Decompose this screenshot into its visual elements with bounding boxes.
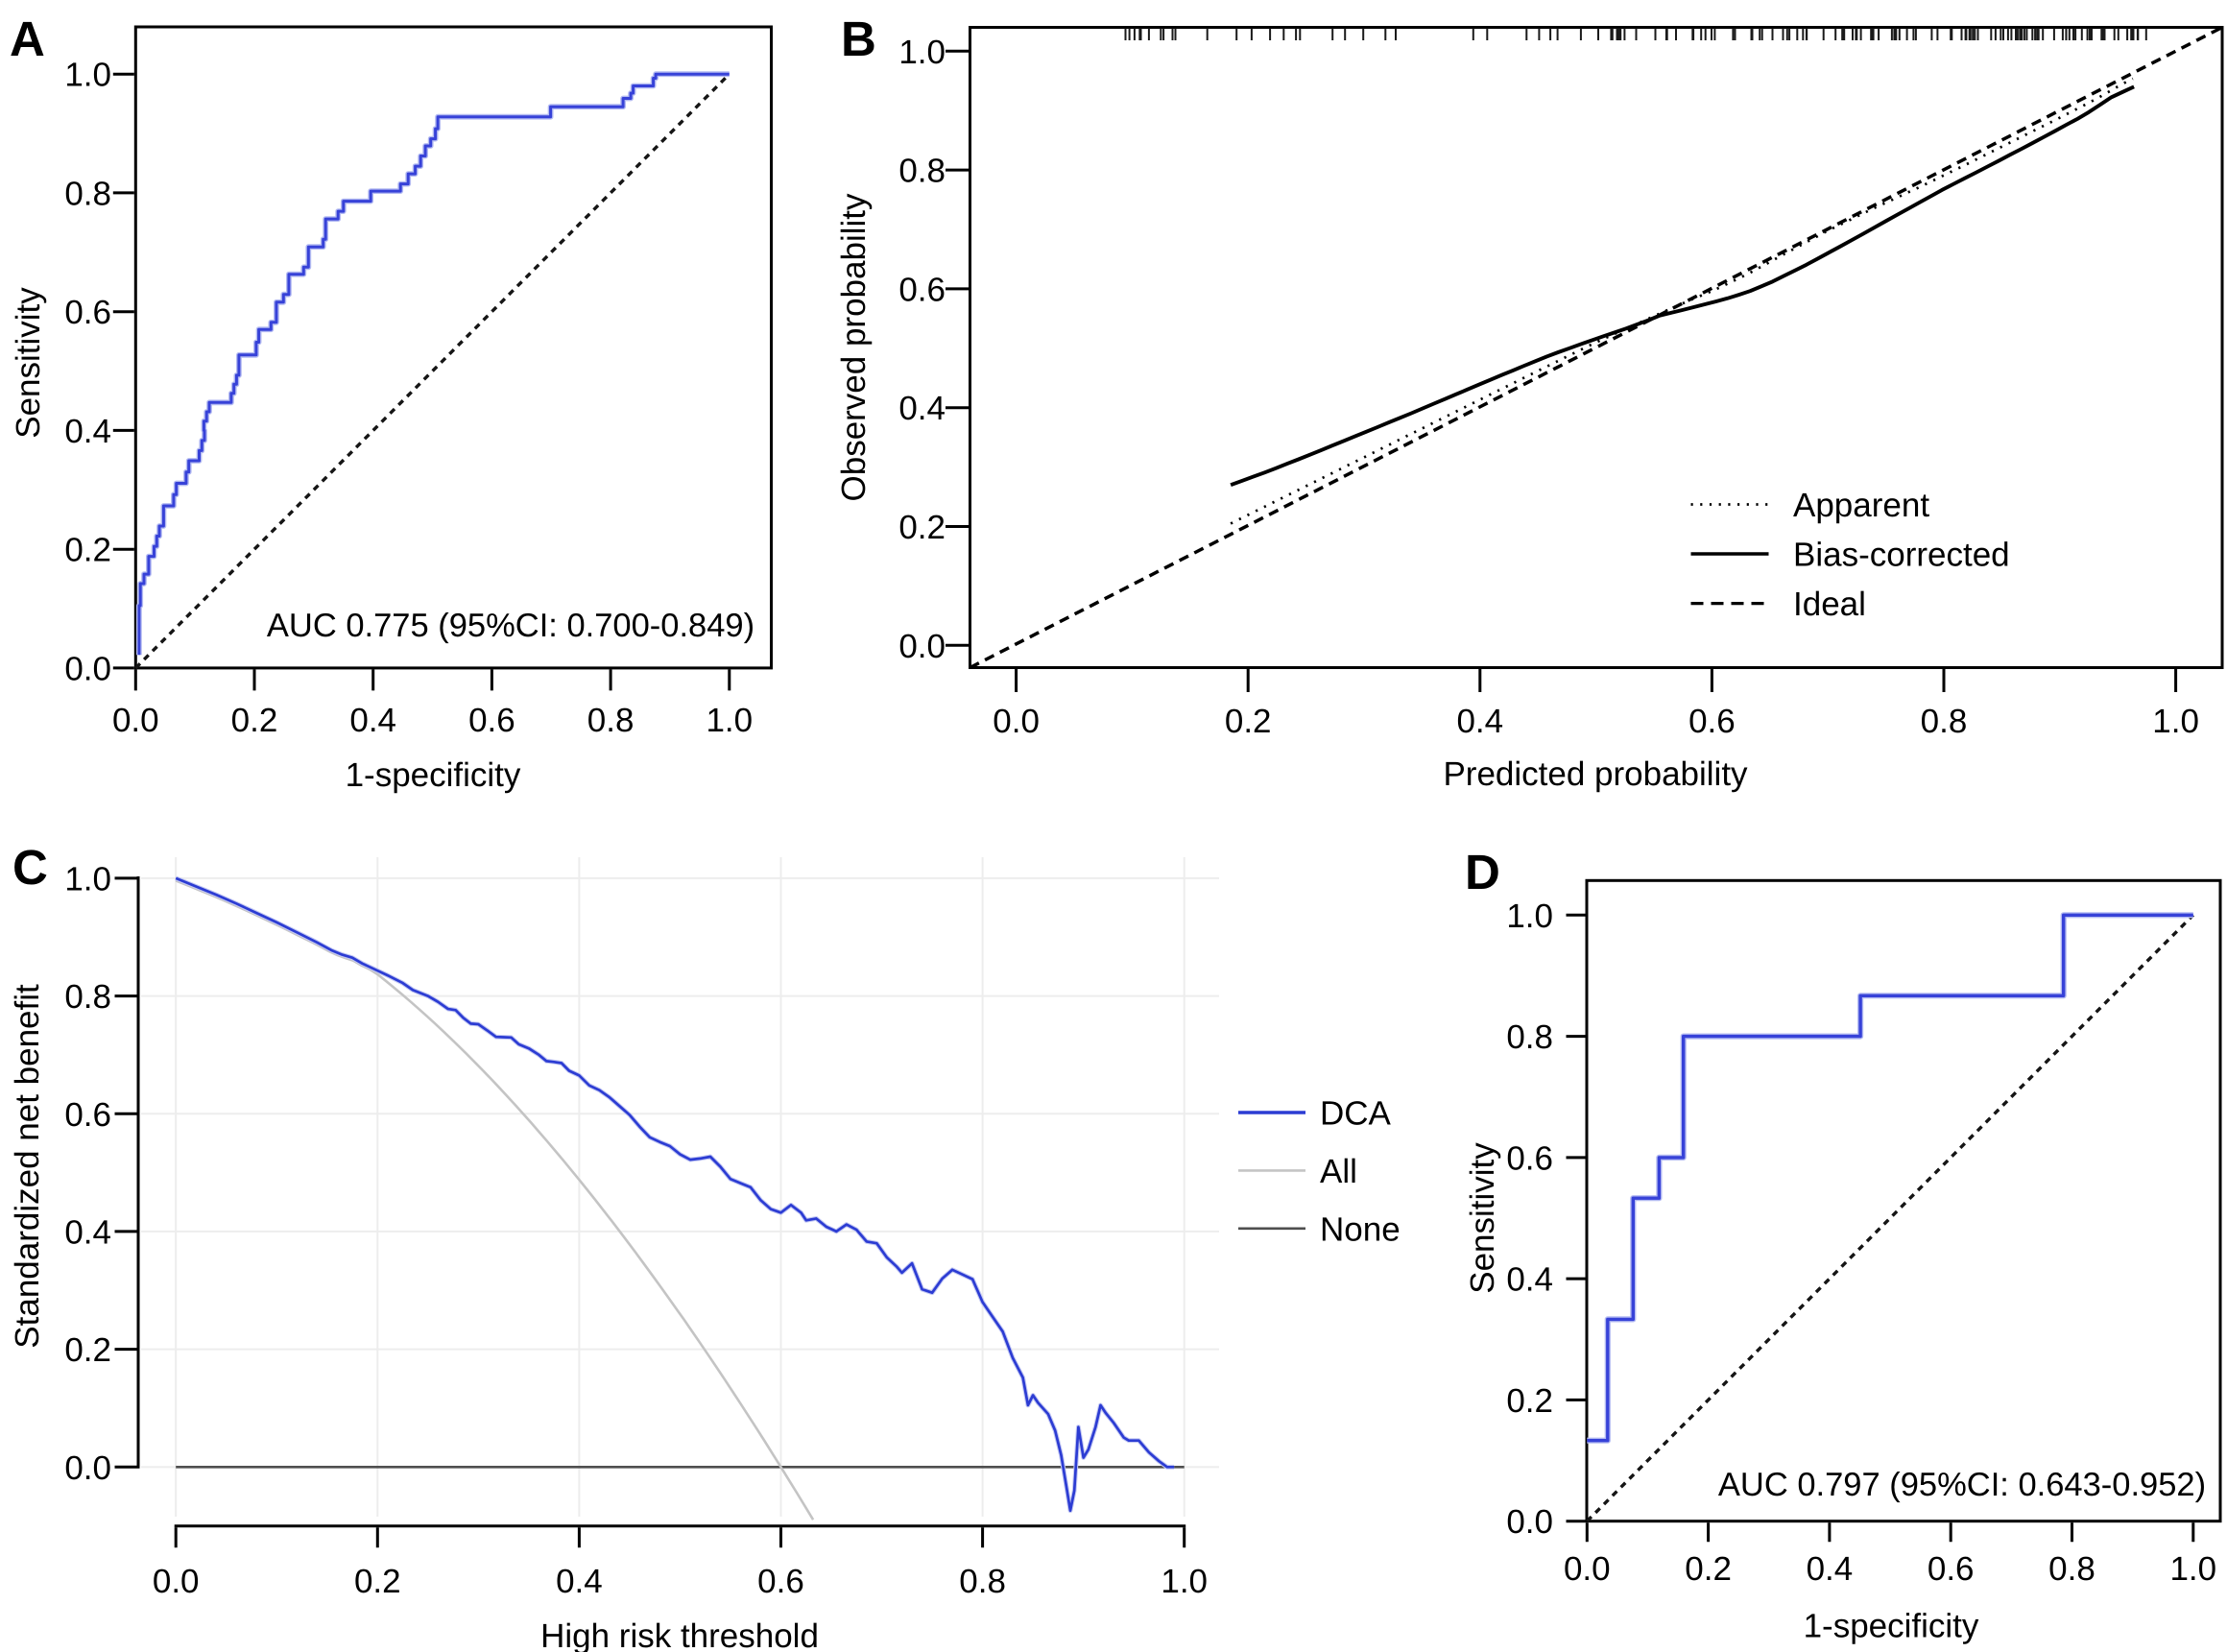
svg-text:Observed probability: Observed probability <box>835 193 873 501</box>
svg-text:1.0: 1.0 <box>898 34 946 71</box>
svg-text:All: All <box>1320 1153 1357 1190</box>
svg-text:0.6: 0.6 <box>64 1096 111 1134</box>
svg-text:Ideal: Ideal <box>1793 586 1866 623</box>
svg-text:0.2: 0.2 <box>898 509 946 546</box>
svg-text:0.4: 0.4 <box>1807 1550 1854 1588</box>
svg-text:0.4: 0.4 <box>64 1213 111 1251</box>
svg-text:0.0: 0.0 <box>898 628 946 665</box>
svg-text:1.0: 1.0 <box>64 860 111 898</box>
svg-text:0.4: 0.4 <box>1506 1261 1553 1299</box>
svg-text:1.0: 1.0 <box>64 57 111 94</box>
svg-text:A: A <box>10 12 45 66</box>
svg-text:0.4: 0.4 <box>64 413 111 450</box>
svg-text:DCA: DCA <box>1320 1095 1392 1133</box>
svg-text:Bias-corrected: Bias-corrected <box>1793 537 2010 574</box>
svg-text:1-specificity: 1-specificity <box>346 756 521 794</box>
svg-text:1.0: 1.0 <box>706 702 753 739</box>
svg-text:0.0: 0.0 <box>112 702 159 739</box>
svg-text:0.6: 0.6 <box>757 1563 804 1600</box>
svg-text:0.4: 0.4 <box>1456 703 1503 740</box>
svg-text:1.0: 1.0 <box>1161 1563 1208 1600</box>
svg-text:Standardized net benefit: Standardized net benefit <box>9 984 46 1349</box>
svg-text:None: None <box>1320 1210 1401 1248</box>
svg-text:0.6: 0.6 <box>1928 1550 1975 1588</box>
svg-text:0.8: 0.8 <box>587 702 635 739</box>
svg-text:1-specificity: 1-specificity <box>1804 1608 1979 1645</box>
svg-text:0.2: 0.2 <box>231 702 278 739</box>
svg-text:B: B <box>841 12 876 66</box>
svg-text:0.2: 0.2 <box>354 1563 401 1600</box>
svg-text:High risk threshold: High risk threshold <box>540 1617 819 1652</box>
svg-text:Sensitivity: Sensitivity <box>10 287 47 439</box>
svg-text:1.0: 1.0 <box>1506 898 1553 935</box>
svg-text:0.0: 0.0 <box>64 1449 111 1487</box>
svg-text:0.8: 0.8 <box>64 978 111 1016</box>
svg-text:D: D <box>1465 845 1500 899</box>
svg-text:0.4: 0.4 <box>898 390 946 427</box>
svg-text:0.4: 0.4 <box>556 1563 603 1600</box>
svg-text:AUC 0.775 (95%CI: 0.700-0.849): AUC 0.775 (95%CI: 0.700-0.849) <box>267 608 754 644</box>
svg-text:0.2: 0.2 <box>1685 1550 1732 1588</box>
svg-text:AUC 0.797 (95%CI: 0.643-0.952): AUC 0.797 (95%CI: 0.643-0.952) <box>1718 1467 2206 1503</box>
svg-text:0.8: 0.8 <box>959 1563 1006 1600</box>
svg-text:0.8: 0.8 <box>64 175 111 212</box>
svg-text:0.0: 0.0 <box>993 703 1040 740</box>
svg-text:0.8: 0.8 <box>1921 703 1968 740</box>
svg-text:0.6: 0.6 <box>898 271 946 308</box>
svg-text:0.8: 0.8 <box>2048 1550 2095 1588</box>
svg-text:0.6: 0.6 <box>64 294 111 331</box>
svg-text:0.0: 0.0 <box>1506 1503 1553 1541</box>
svg-text:0.0: 0.0 <box>1564 1550 1611 1588</box>
svg-text:0.6: 0.6 <box>1506 1139 1553 1177</box>
svg-text:1.0: 1.0 <box>2152 703 2199 740</box>
svg-text:0.2: 0.2 <box>64 1331 111 1369</box>
svg-text:0.8: 0.8 <box>1506 1018 1553 1056</box>
svg-text:0.2: 0.2 <box>64 532 111 569</box>
svg-text:0.0: 0.0 <box>153 1563 200 1600</box>
svg-text:0.2: 0.2 <box>1506 1382 1553 1420</box>
svg-text:0.0: 0.0 <box>64 650 111 687</box>
svg-text:Apparent: Apparent <box>1793 487 1929 524</box>
svg-text:1.0: 1.0 <box>2169 1550 2216 1588</box>
svg-text:Sensitivity: Sensitivity <box>1464 1142 1501 1294</box>
svg-text:0.4: 0.4 <box>349 702 396 739</box>
svg-text:0.6: 0.6 <box>1688 703 1736 740</box>
svg-text:0.2: 0.2 <box>1225 703 1272 740</box>
svg-text:C: C <box>12 840 48 895</box>
svg-text:0.8: 0.8 <box>898 153 946 190</box>
svg-text:0.6: 0.6 <box>468 702 515 739</box>
svg-text:Predicted probability: Predicted probability <box>1443 755 1748 793</box>
